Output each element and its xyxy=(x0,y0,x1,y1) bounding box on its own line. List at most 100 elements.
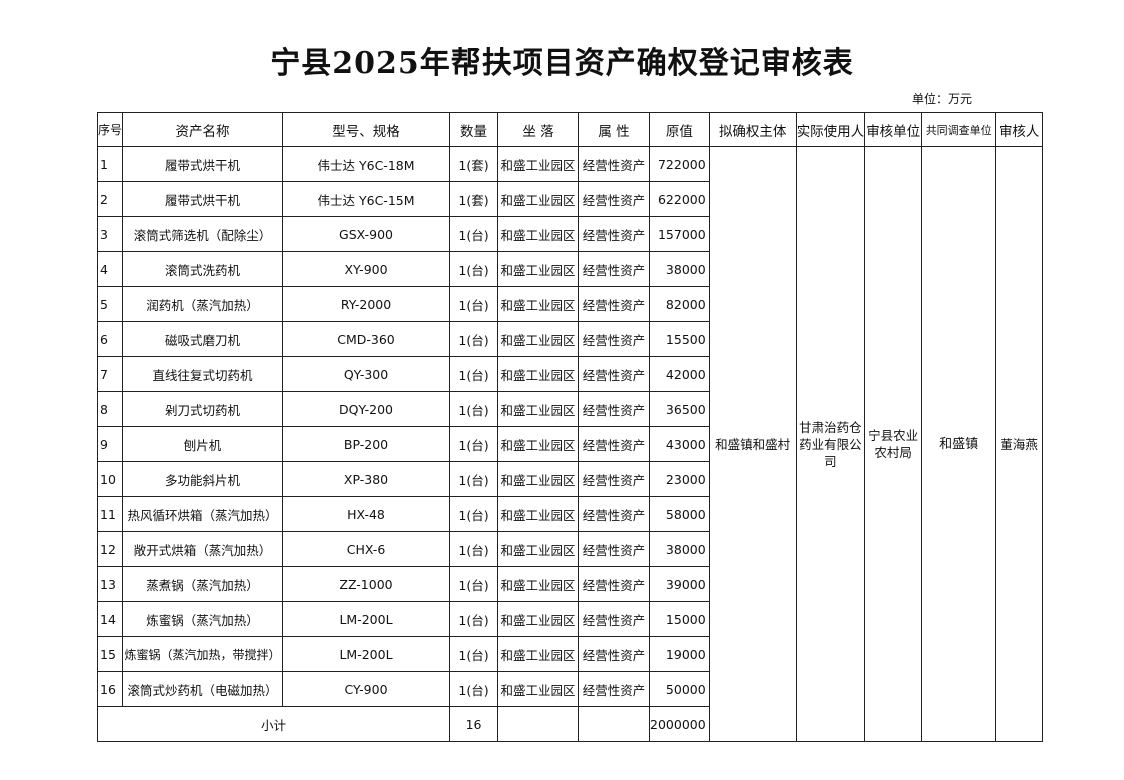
cell-seq: 5 xyxy=(96,286,124,322)
header-attribute: 属 性 xyxy=(578,112,651,147)
cell-quantity: 1(台) xyxy=(449,566,499,602)
cell-original-value: 39000 xyxy=(649,566,710,602)
cell-location: 和盛工业园区 xyxy=(497,461,580,497)
cell-location: 和盛工业园区 xyxy=(497,251,580,287)
cell-original-value: 38000 xyxy=(649,531,710,567)
header-model: 型号、规格 xyxy=(282,112,451,147)
table-row: 3 滚筒式筛选机（配除尘） GSX-900 1(台) 和盛工业园区 经营性资产 157000 xyxy=(96,216,1043,252)
cell-attribute: 经营性资产 xyxy=(578,496,651,532)
cell-asset-name: 蒸煮锅（蒸汽加热） xyxy=(122,566,284,602)
header-reviewer: 审核人 xyxy=(995,112,1044,147)
empty-cell xyxy=(578,706,651,742)
cell-attribute: 经营性资产 xyxy=(578,356,651,392)
cell-model: CY-900 xyxy=(282,671,451,707)
cell-quantity: 1(台) xyxy=(449,601,499,637)
cell-model: GSX-900 xyxy=(282,216,451,252)
cell-asset-name: 刨片机 xyxy=(122,426,284,462)
merged-actual-user: 甘肃治药仓药业有限公司 xyxy=(795,146,866,742)
table-row: 15 炼蜜锅（蒸汽加热，带搅拌） LM-200L 1(台) 和盛工业园区 经营性资产 190… xyxy=(96,636,1043,672)
table-row: 6 磁吸式磨刀机 CMD-360 1(台) 和盛工业园区 经营性资产 15500 xyxy=(96,321,1043,357)
cell-original-value: 42000 xyxy=(649,356,710,392)
cell-seq: 8 xyxy=(96,391,124,427)
merged-owner: 和盛镇和盛村 xyxy=(708,146,797,742)
asset-table: 序号 资产名称 型号、规格 数量坐 落属 性原值 拟确权主体 实际使用人 审核单位 共同调查单… xyxy=(96,112,1044,742)
cell-attribute: 经营性资产 xyxy=(578,566,651,602)
cell-quantity: 1(台) xyxy=(449,321,499,357)
cell-seq: 14 xyxy=(96,601,124,637)
merged-reviewer-unit: 宁县农业农村局 xyxy=(864,146,923,742)
table-row: 12 敞开式烘箱（蒸汽加热） CHX-6 1(台) 和盛工业园区 经营性资产 38000 xyxy=(96,531,1043,567)
cell-original-value: 50000 xyxy=(649,671,710,707)
cell-seq: 11 xyxy=(96,496,124,532)
cell-model: RY-2000 xyxy=(282,286,451,322)
cell-attribute: 经营性资产 xyxy=(578,321,651,357)
cell-original-value: 722000 xyxy=(649,146,710,182)
subtotal-row: 小计 16 2000000 xyxy=(96,706,1043,742)
header-original-value: 原值 xyxy=(649,112,710,147)
cell-original-value: 43000 xyxy=(649,426,710,462)
cell-attribute: 经营性资产 xyxy=(578,671,651,707)
cell-attribute: 经营性资产 xyxy=(578,601,651,637)
cell-attribute: 经营性资产 xyxy=(578,391,651,427)
cell-quantity: 1(套) xyxy=(449,146,499,182)
cell-quantity: 1(台) xyxy=(449,286,499,322)
cell-attribute: 经营性资产 xyxy=(578,181,651,217)
cell-original-value: 19000 xyxy=(649,636,710,672)
cell-quantity: 1(台) xyxy=(449,531,499,567)
cell-seq: 13 xyxy=(96,566,124,602)
cell-asset-name: 多功能斜片机 xyxy=(122,461,284,497)
cell-location: 和盛工业园区 xyxy=(497,426,580,462)
cell-quantity: 1(台) xyxy=(449,426,499,462)
table-row: 14 炼蜜锅（蒸汽加热） LM-200L 1(台) 和盛工业园区 经营性资产 15000 xyxy=(96,601,1043,637)
cell-model: QY-300 xyxy=(282,356,451,392)
cell-location: 和盛工业园区 xyxy=(497,146,580,182)
subtotal-value: 2000000 xyxy=(649,706,710,742)
cell-seq: 6 xyxy=(96,321,124,357)
header-quantity: 数量 xyxy=(449,112,499,147)
cell-model: 伟士达 Y6C-15M xyxy=(282,181,451,217)
header-joint-unit: 共同调查单位 xyxy=(921,112,997,147)
cell-attribute: 经营性资产 xyxy=(578,531,651,567)
cell-seq: 3 xyxy=(96,216,124,252)
cell-quantity: 1(台) xyxy=(449,391,499,427)
cell-seq: 2 xyxy=(96,181,124,217)
cell-quantity: 1(台) xyxy=(449,496,499,532)
cell-location: 和盛工业园区 xyxy=(497,356,580,392)
table-row: 10 多功能斜片机 XP-380 1(台) 和盛工业园区 经营性资产 23000 xyxy=(96,461,1043,497)
header-actual-user: 实际使用人 xyxy=(795,112,866,147)
empty-cell xyxy=(497,706,580,742)
unit-label: 单位：万元 xyxy=(912,92,973,106)
table-row: 5 润药机（蒸汽加热） RY-2000 1(台) 和盛工业园区 经营性资产 82000 xyxy=(96,286,1043,322)
cell-location: 和盛工业园区 xyxy=(497,566,580,602)
cell-original-value: 58000 xyxy=(649,496,710,532)
cell-location: 和盛工业园区 xyxy=(497,531,580,567)
cell-model: CHX-6 xyxy=(282,531,451,567)
cell-attribute: 经营性资产 xyxy=(578,216,651,252)
cell-quantity: 1(套) xyxy=(449,181,499,217)
cell-quantity: 1(台) xyxy=(449,251,499,287)
table-row: 11 热风循环烘箱（蒸汽加热） HX-48 1(台) 和盛工业园区 经营性资产 58000 xyxy=(96,496,1043,532)
cell-model: LM-200L xyxy=(282,636,451,672)
cell-asset-name: 履带式烘干机 xyxy=(122,181,284,217)
cell-asset-name: 滚筒式洗药机 xyxy=(122,251,284,287)
table-row: 4 滚筒式洗药机 XY-900 1(台) 和盛工业园区 经营性资产 38000 xyxy=(96,251,1043,287)
cell-location: 和盛工业园区 xyxy=(497,636,580,672)
cell-seq: 16 xyxy=(96,671,124,707)
table-row: 2 履带式烘干机 伟士达 Y6C-15M 1(套) 和盛工业园区 经营性资产 622000 xyxy=(96,181,1043,217)
cell-model: XY-900 xyxy=(282,251,451,287)
cell-attribute: 经营性资产 xyxy=(578,146,651,182)
cell-attribute: 经营性资产 xyxy=(578,636,651,672)
header-reviewer-unit: 审核单位 xyxy=(864,112,923,147)
cell-quantity: 1(台) xyxy=(449,671,499,707)
cell-model: BP-200 xyxy=(282,426,451,462)
cell-seq: 7 xyxy=(96,356,124,392)
cell-asset-name: 滚筒式炒药机（电磁加热） xyxy=(122,671,284,707)
cell-seq: 4 xyxy=(96,251,124,287)
cell-asset-name: 履带式烘干机 xyxy=(122,146,284,182)
cell-location: 和盛工业园区 xyxy=(497,216,580,252)
header-row: 序号 资产名称 型号、规格 数量坐 落属 性原值 拟确权主体 实际使用人 审核单位 共同调查单… xyxy=(96,112,1044,147)
cell-model: ZZ-1000 xyxy=(282,566,451,602)
merged-reviewer: 董海燕 xyxy=(995,146,1044,742)
cell-asset-name: 润药机（蒸汽加热） xyxy=(122,286,284,322)
cell-model: CMD-360 xyxy=(282,321,451,357)
